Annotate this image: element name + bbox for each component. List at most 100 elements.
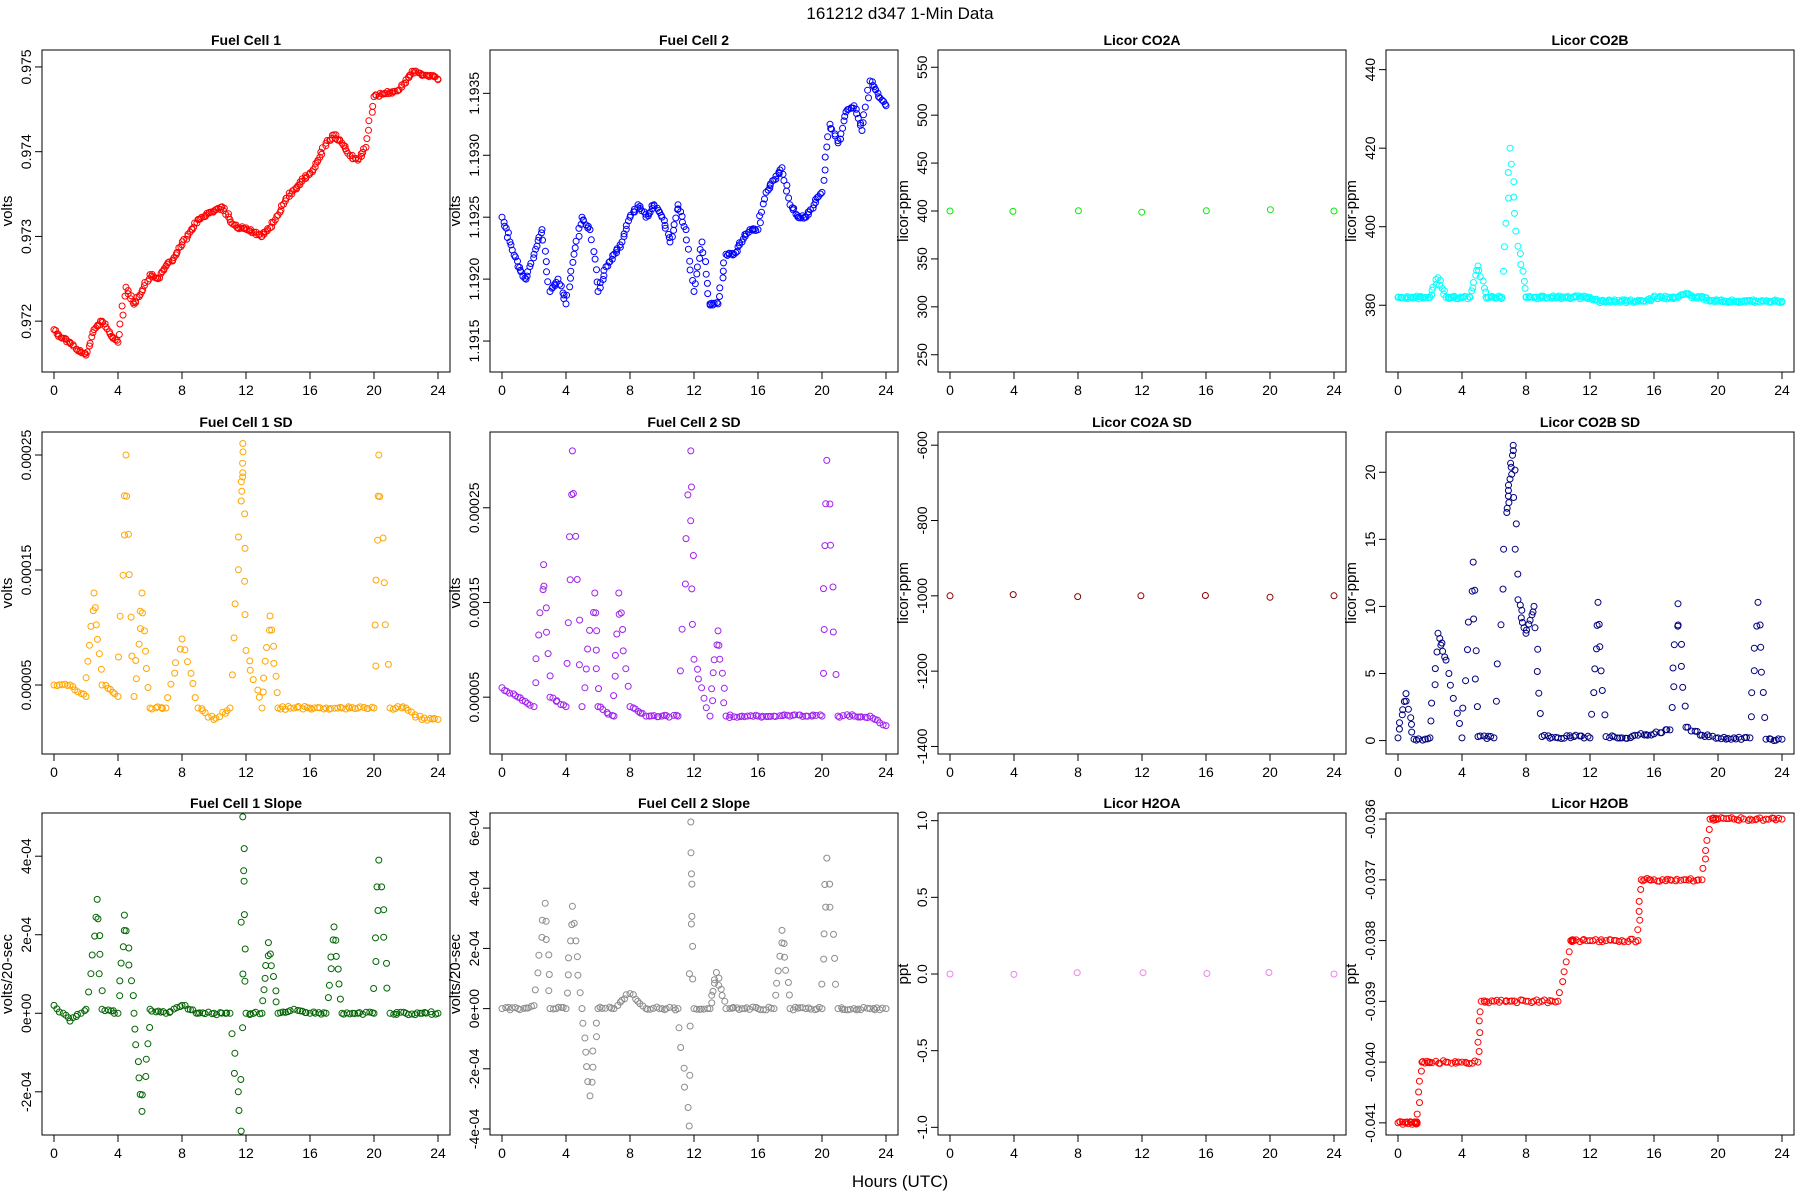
fill-point <box>661 224 669 232</box>
fill-point <box>662 1005 670 1013</box>
fill-point <box>303 704 311 712</box>
fill-point <box>824 133 832 141</box>
fill-point <box>1436 277 1444 284</box>
fill-point <box>665 234 673 242</box>
y-tick-label: -0.040 <box>1362 1042 1378 1082</box>
x-tick-label: 4 <box>114 382 122 398</box>
series-points <box>1394 144 1786 307</box>
fill-point <box>1591 665 1599 673</box>
fill-point <box>650 712 658 720</box>
data-point <box>138 1107 146 1115</box>
fill-point <box>1637 886 1645 893</box>
panel-fc2slope: Fuel Cell 2 Slope 0 4 8 12 16 20 24 -4e-04 -2e-04… <box>447 795 899 1161</box>
fill-point <box>1488 292 1496 300</box>
fill-point <box>88 951 96 959</box>
fill-point <box>632 995 640 1003</box>
fill-point <box>1462 1058 1470 1066</box>
fill-point <box>1774 297 1782 305</box>
panel-fc1: Fuel Cell 1 0 4 8 12 16 20 24 0.972 0.973 0.974 0.9… <box>0 32 451 398</box>
fill-point <box>1568 937 1576 945</box>
y-axis-label: ppt <box>1343 963 1360 985</box>
fill-point <box>140 282 148 290</box>
fill-point <box>685 970 693 978</box>
fill-point <box>501 222 509 230</box>
fill-point <box>526 263 534 271</box>
fill-point <box>772 175 780 183</box>
fill-point <box>574 971 582 979</box>
fill-point <box>398 83 406 91</box>
x-tick-label: 8 <box>178 764 186 780</box>
data-point <box>264 939 272 947</box>
fill-point <box>610 692 618 700</box>
x-tick-label: 8 <box>626 1145 634 1161</box>
fill-point <box>532 679 540 687</box>
fill-point <box>169 256 177 264</box>
fill-point <box>839 1005 847 1013</box>
fill-point <box>1493 660 1501 668</box>
fill-point <box>538 916 546 924</box>
data-point <box>738 1005 746 1013</box>
fill-point <box>1427 717 1435 725</box>
data-point <box>823 854 831 862</box>
y-tick-label: -600 <box>914 431 930 459</box>
fill-point <box>1509 447 1517 455</box>
y-tick-label: 0e+00 <box>18 993 34 1033</box>
fill-point <box>176 645 184 653</box>
fill-point <box>163 260 171 268</box>
fill-point <box>646 208 654 216</box>
fill-point <box>268 626 276 634</box>
fill-point <box>1673 875 1681 883</box>
fill-point <box>708 991 716 999</box>
fill-point <box>684 1104 692 1111</box>
fill-point <box>177 243 185 251</box>
fill-point <box>575 661 583 669</box>
fill-point <box>1579 936 1587 944</box>
fill-point <box>1505 194 1512 202</box>
fill-point <box>208 1010 216 1018</box>
series-points <box>946 206 1338 216</box>
fill-point <box>74 688 82 696</box>
x-tick-label: 16 <box>302 1145 318 1161</box>
fill-point <box>756 219 764 227</box>
x-tick-label: 20 <box>1262 764 1278 780</box>
fill-point <box>1395 725 1403 733</box>
fill-point <box>1635 907 1643 915</box>
data-point <box>237 1127 245 1135</box>
fill-point <box>711 979 718 987</box>
fill-point <box>123 492 131 500</box>
fill-point <box>1518 606 1526 614</box>
fill-point <box>622 225 630 233</box>
fill-point <box>411 1011 419 1019</box>
x-tick-label: 0 <box>50 1145 58 1161</box>
fill-point <box>159 1008 167 1016</box>
fill-point <box>841 1006 849 1014</box>
x-tick-label: 0 <box>498 382 506 398</box>
fill-point <box>1455 1058 1462 1066</box>
fill-point <box>372 662 380 670</box>
fill-point <box>1662 877 1670 885</box>
fill-point <box>773 979 781 987</box>
data-point <box>834 712 842 720</box>
fill-point <box>1670 683 1678 691</box>
data-point <box>690 1005 698 1013</box>
data-point <box>239 440 247 447</box>
fill-point <box>531 986 539 994</box>
fill-point <box>852 105 860 113</box>
data-point <box>698 238 706 246</box>
fill-point <box>372 576 380 584</box>
fill-point <box>592 646 600 654</box>
fill-point <box>91 604 99 612</box>
fill-point <box>608 1004 615 1012</box>
fill-point <box>826 880 834 888</box>
fill-point <box>393 1009 401 1016</box>
y-tick-label: 10 <box>1362 598 1378 614</box>
fill-point <box>510 251 518 259</box>
fill-point <box>267 962 275 970</box>
fill-point <box>693 1005 701 1013</box>
fill-point <box>1468 287 1476 295</box>
fill-point <box>164 694 172 702</box>
series-points <box>498 447 890 730</box>
fill-point <box>1492 697 1500 705</box>
y-tick-label: 1.1930 <box>466 134 482 177</box>
fill-point <box>517 268 525 276</box>
